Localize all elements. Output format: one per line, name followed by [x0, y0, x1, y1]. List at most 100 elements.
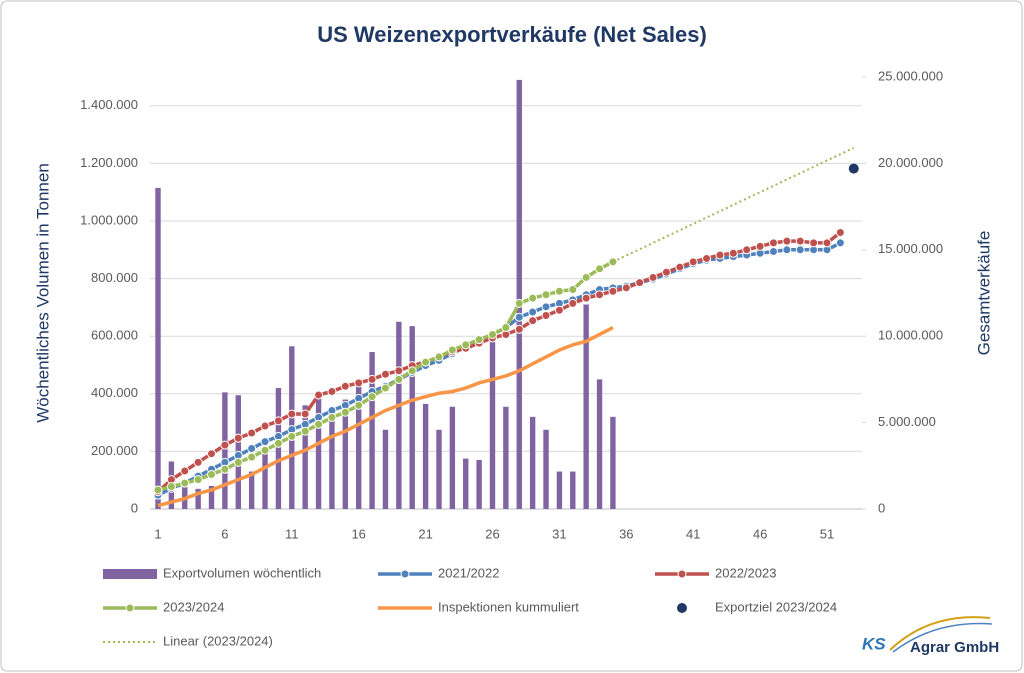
line-marker: [260, 437, 270, 447]
line-marker: [300, 409, 310, 419]
y-tick-label: 600.000: [91, 328, 138, 343]
y-tick-label: 200.000: [91, 443, 138, 458]
legend-label: 2022/2023: [715, 565, 776, 580]
line-marker: [541, 310, 551, 320]
line-marker: [528, 293, 538, 303]
bar: [449, 406, 456, 509]
line-marker: [300, 426, 310, 436]
bar: [409, 326, 415, 509]
line-marker: [273, 438, 283, 448]
line-marker: [728, 248, 738, 258]
logo-name: Agrar GmbH: [910, 639, 999, 656]
line-marker: [287, 409, 297, 419]
line-marker: [247, 444, 257, 454]
line-marker: [380, 383, 390, 393]
line-marker: [260, 445, 270, 455]
legend-label: Linear (2023/2024): [163, 633, 273, 648]
legend-swatch: [103, 569, 157, 579]
bar: [155, 187, 161, 509]
line-marker: [434, 352, 444, 362]
x-tick-label: 31: [552, 526, 566, 541]
legend-label: 2023/2024: [163, 599, 224, 614]
y2-tick-label: 25.000.000: [878, 68, 943, 83]
line-marker: [247, 428, 257, 438]
x-tick-label: 6: [221, 526, 228, 541]
y2-tick-label: 0: [878, 500, 885, 515]
line-marker: [193, 457, 203, 467]
bar: [262, 451, 268, 509]
x-tick-label: 51: [820, 526, 834, 541]
bar: [543, 429, 549, 509]
legend-swatch: [677, 569, 687, 579]
line-marker: [153, 485, 163, 495]
line-marker: [394, 374, 404, 384]
line-marker: [180, 466, 190, 476]
line-marker: [207, 449, 217, 459]
line-marker: [488, 329, 497, 339]
line-marker: [367, 374, 377, 384]
line-marker: [621, 283, 631, 293]
line-marker: [474, 335, 484, 345]
line-marker: [354, 400, 364, 410]
y-tick-label: 800.000: [91, 270, 138, 285]
line-marker: [247, 452, 257, 462]
line-marker: [635, 278, 645, 288]
bar: [342, 399, 349, 509]
bar: [369, 352, 375, 509]
bar: [476, 460, 482, 509]
logo: KS Agrar GmbH: [862, 616, 999, 656]
line-marker: [568, 285, 578, 295]
bar: [422, 403, 429, 509]
y-axis-title: Wöchentliches Volumen in Tonnen: [33, 163, 52, 423]
line-marker: [595, 264, 605, 274]
line-marker: [220, 464, 230, 474]
legend-item: Exportziel 2023/2024: [677, 599, 837, 614]
line-marker: [233, 457, 243, 467]
line-marker: [528, 316, 538, 326]
line-marker: [782, 245, 792, 255]
line-marker: [340, 407, 350, 417]
y-tick-label: 1.400.000: [80, 97, 138, 112]
line-marker: [715, 250, 725, 260]
line-marker: [768, 247, 778, 257]
line-marker: [795, 245, 805, 255]
line-marker: [354, 378, 364, 388]
legend-label: Exportziel 2023/2024: [715, 599, 837, 614]
line-marker: [380, 369, 390, 379]
bar: [556, 471, 563, 509]
line-marker: [782, 236, 792, 246]
line-marker: [340, 381, 350, 391]
line-marker: [233, 433, 243, 443]
line-marker: [327, 386, 337, 396]
line-marker: [207, 469, 217, 479]
y-tick-label: 1.200.000: [80, 155, 138, 170]
bar: [275, 388, 282, 509]
bar: [195, 488, 201, 509]
bar: [382, 429, 389, 509]
line-marker: [755, 241, 765, 251]
line-marker: [795, 236, 805, 246]
line-marker: [260, 421, 270, 431]
y2-tick-label: 15.000.000: [878, 241, 943, 256]
line: [156, 231, 842, 494]
bar: [222, 392, 228, 509]
line-marker: [554, 286, 564, 296]
line-marker: [501, 323, 511, 333]
bar: [610, 416, 616, 509]
legend-label: 2021/2022: [438, 565, 499, 580]
line-marker: [528, 307, 538, 317]
bar: [570, 471, 576, 509]
line-marker: [514, 324, 524, 334]
line-marker: [581, 293, 591, 303]
x-tick-label: 41: [686, 526, 700, 541]
legend-swatch: [400, 569, 410, 579]
bar: [516, 79, 522, 509]
bar: [529, 416, 536, 509]
bar: [463, 458, 469, 509]
line-marker: [514, 298, 524, 308]
x-tick-label: 1: [154, 526, 161, 541]
y-tick-label: 400.000: [91, 385, 138, 400]
line-marker: [595, 290, 605, 300]
line-marker: [314, 390, 324, 400]
